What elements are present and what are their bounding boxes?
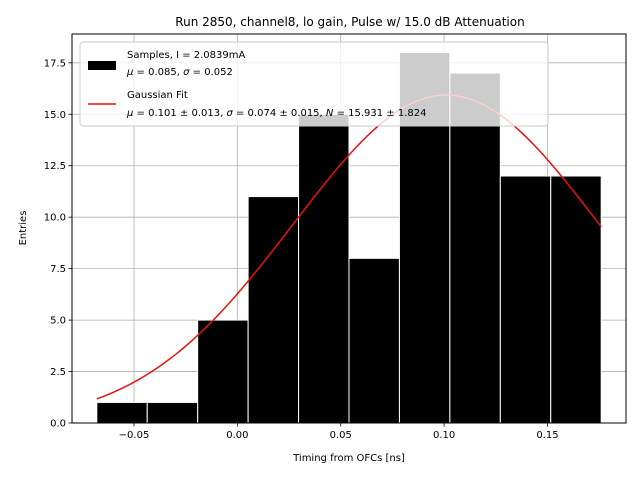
legend-samples-label: Samples, I = 2.0839mA (127, 50, 245, 61)
legend-samples-mu-symbol: μ (126, 67, 133, 78)
legend-fit-n-symbol: N (326, 108, 334, 119)
y-tick-label: 10.0 (44, 213, 66, 224)
histogram-bar (348, 257, 400, 424)
legend-box (79, 41, 549, 127)
legend-fit-mu-symbol: μ (126, 108, 133, 119)
histogram-bar (197, 319, 249, 424)
legend-fit-sigma-symbol: σ (226, 108, 233, 119)
histogram-bar (96, 401, 148, 424)
x-axis: −0.05 0.00 0.05 0.10 0.15 (119, 423, 559, 441)
y-tick-label: 0.0 (50, 419, 66, 430)
x-tick-label: 0.00 (226, 430, 248, 441)
chart-title: Run 2850, channel8, lo gain, Pulse w/ 15… (175, 15, 524, 29)
histogram-bar (550, 175, 602, 424)
y-tick-label: 15.0 (44, 110, 66, 121)
x-tick-label: 0.05 (330, 430, 352, 441)
y-axis-label: Entries (18, 211, 29, 246)
plot-frame (71, 33, 627, 424)
histogram-bar (146, 401, 199, 424)
histogram-bar (298, 113, 350, 424)
legend-fit-stats: μ = 0.101 ± 0.013, σ = 0.074 ± 0.015, N … (126, 108, 426, 119)
y-tick-label: 17.5 (44, 58, 66, 69)
legend-samples-sigma-symbol: σ (183, 67, 190, 78)
legend-fit-n-value: = 15.931 ± 1.824 (333, 108, 426, 119)
legend-fit-mu-value: = 0.101 ± 0.013, (133, 108, 226, 119)
y-tick-label: 7.5 (50, 264, 66, 275)
gaussian-fit (96, 94, 602, 400)
legend-swatch-samples (88, 61, 116, 70)
y-tick-label: 2.5 (50, 367, 66, 378)
legend: Samples, I = 2.0839mA μ = 0.085, σ = 0.0… (79, 41, 549, 127)
legend-fit-sigma-value: = 0.074 ± 0.015, (233, 108, 326, 119)
fit-curve (96, 94, 602, 400)
legend-samples-stats: μ = 0.085, σ = 0.052 (126, 67, 233, 78)
x-axis-label: Timing from OFCs [ns] (292, 453, 405, 464)
histogram-bar (247, 196, 300, 424)
y-tick-label: 12.5 (44, 161, 66, 172)
x-tick-label: 0.10 (433, 430, 455, 441)
legend-fit-label: Gaussian Fit (127, 90, 188, 101)
legend-samples-mu-value: = 0.085, (133, 67, 183, 78)
x-tick-label: 0.15 (536, 430, 558, 441)
x-tick-label: −0.05 (119, 430, 150, 441)
y-tick-label: 5.0 (50, 316, 66, 327)
y-axis: 0.0 2.5 5.0 7.5 10.0 12.5 15.0 17.5 (44, 58, 72, 430)
histogram-bars (96, 52, 602, 424)
legend-samples-sigma-value: = 0.052 (189, 67, 232, 78)
histogram-bar (499, 175, 552, 424)
